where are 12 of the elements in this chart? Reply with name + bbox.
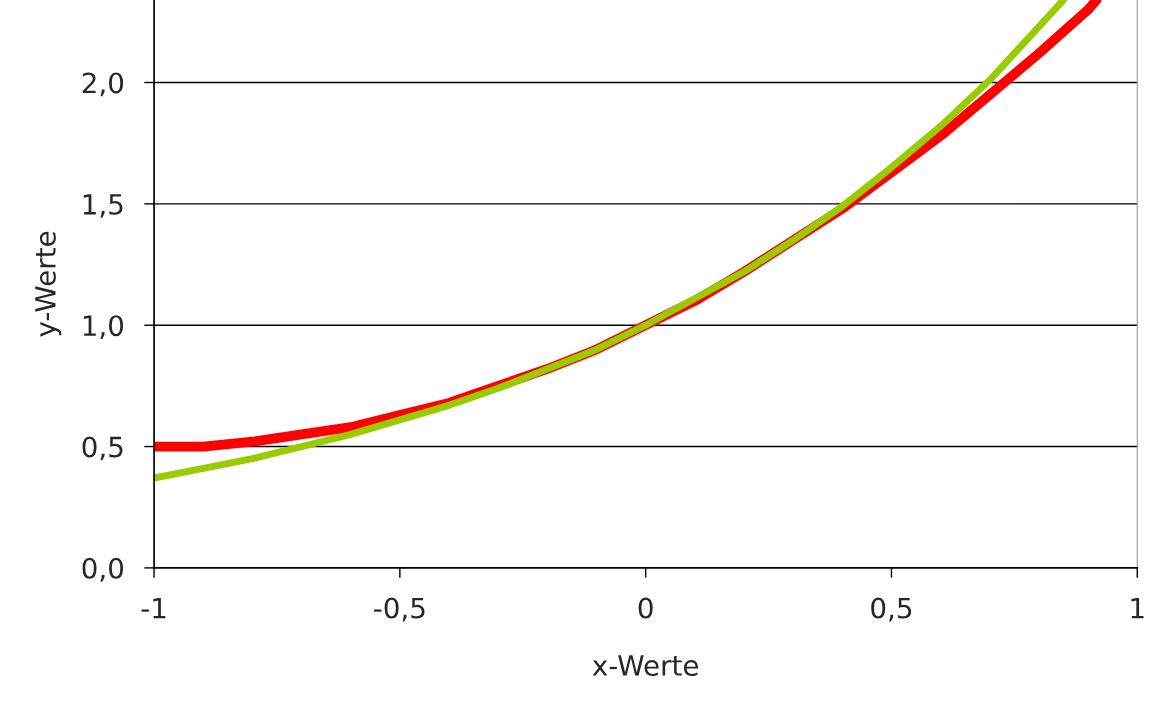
x-tick-label: -1	[141, 597, 166, 619]
x-tick-label: 0,5	[871, 597, 912, 622]
x-axis-title: x-Werte	[592, 655, 699, 677]
y-tick-label: 0,5	[82, 436, 123, 461]
y-tick-label: 0,0	[82, 557, 124, 582]
x-tick-label: -0,5	[374, 597, 425, 622]
y-axis-title: y-Werte	[35, 231, 62, 337]
y-tick-label: 1,5	[83, 194, 123, 218]
x-tick-label: 0	[638, 597, 653, 619]
y-tick-label: 2,0	[82, 72, 124, 97]
y-tick-label: 1,0	[83, 315, 124, 339]
x-tick-label: 1	[1131, 597, 1144, 619]
